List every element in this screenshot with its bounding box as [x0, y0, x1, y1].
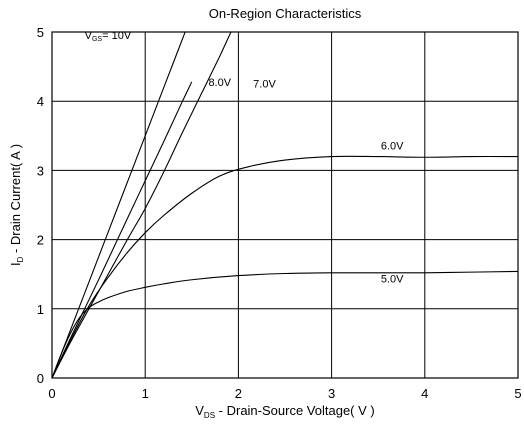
y-tick-label: 3: [37, 163, 44, 178]
x-tick-label: 4: [421, 386, 428, 401]
series-line-2: [52, 32, 232, 378]
curve-label-2: 7.0V: [253, 78, 276, 90]
y-axis-title-prefix: I: [8, 262, 23, 266]
y-tick-label: 4: [37, 94, 44, 109]
y-tick-label: 5: [37, 25, 44, 40]
curve-label-3: 6.0V: [381, 141, 404, 153]
x-tick-label: 5: [514, 386, 521, 401]
plot-frame: [51, 31, 519, 379]
series-line-0: [52, 32, 186, 378]
tick-labels: 0 1 2 3 4 5 0 1 2 3 4 5: [37, 25, 522, 401]
curve-labels: VGS= 10V 8.0V 7.0V 6.0V 5.0V: [85, 30, 404, 286]
curves: [52, 32, 518, 378]
y-axis-title: ID - Drain Current( A ): [8, 144, 25, 266]
gridlines: [52, 32, 518, 378]
x-axis-title: VDS - Drain-Source Voltage( V ): [195, 403, 374, 420]
y-tick-label: 2: [37, 233, 44, 248]
y-tick-label: 0: [37, 371, 44, 386]
x-tick-label: 0: [48, 386, 55, 401]
x-tick-label: 1: [142, 386, 149, 401]
curve-label-0: VGS= 10V: [85, 30, 132, 43]
y-tick-label: 1: [37, 302, 44, 317]
x-tick-label: 3: [328, 386, 335, 401]
x-tick-label: 2: [235, 386, 242, 401]
y-axis-title-suffix: - Drain Current( A ): [8, 144, 23, 257]
chart-title: On-Region Characteristics: [209, 6, 362, 21]
series-line-1: [52, 81, 193, 378]
series-line-4: [52, 270, 518, 378]
curve-label-1: 8.0V: [208, 77, 231, 89]
series-line-3: [52, 155, 518, 378]
y-axis-title-subscript: D: [16, 256, 25, 262]
x-axis-title-suffix: - Drain-Source Voltage( V ): [215, 403, 375, 418]
curve-label-4: 5.0V: [381, 274, 404, 286]
x-axis-title-subscript: DS: [204, 411, 215, 420]
x-axis-title-prefix: V: [195, 403, 204, 418]
